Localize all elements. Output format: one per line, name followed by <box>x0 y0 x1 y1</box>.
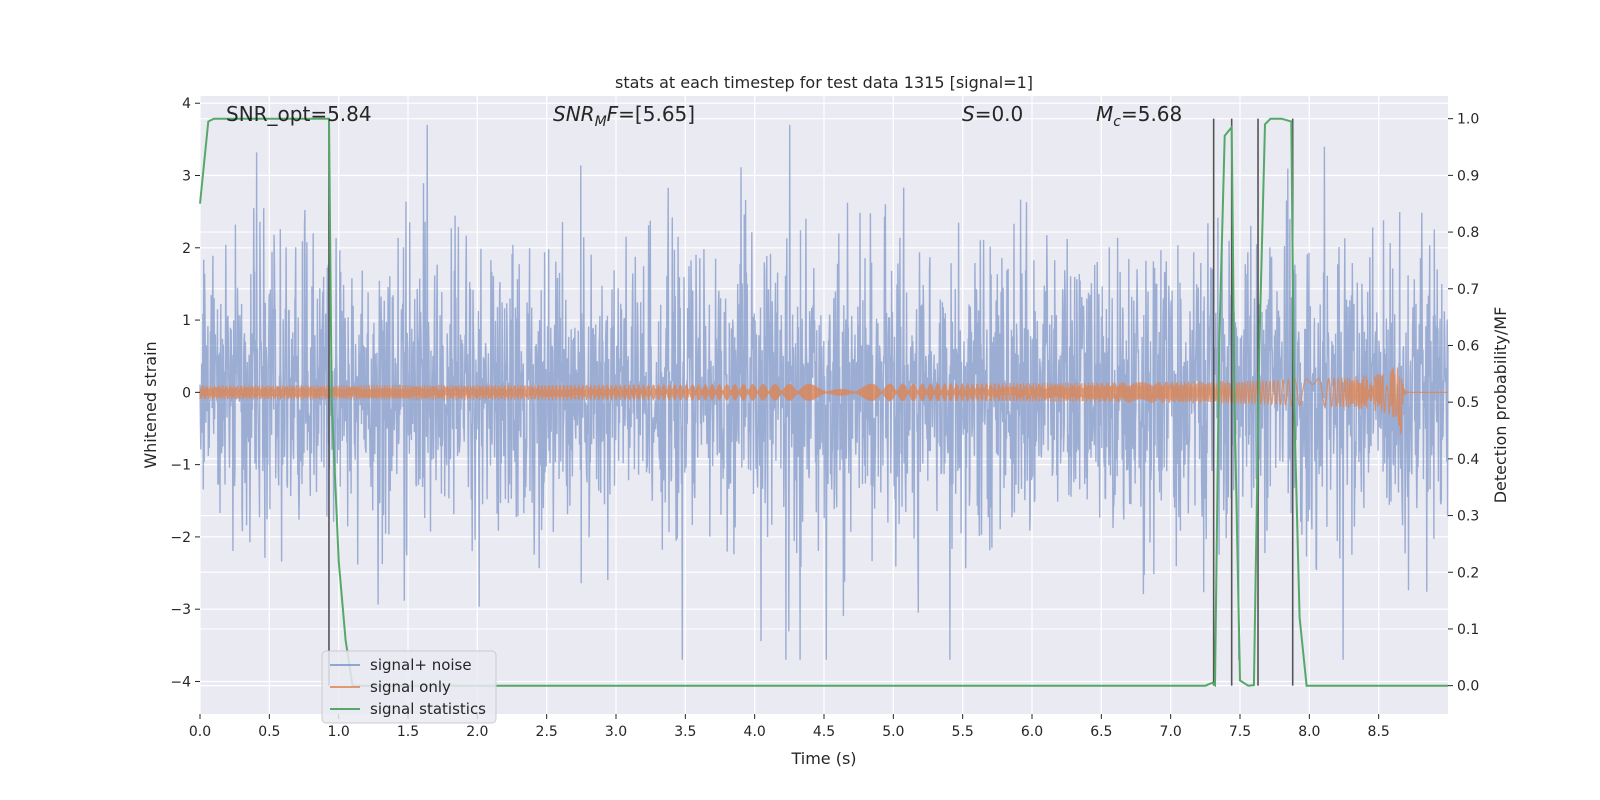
y2-tick-label: 0.8 <box>1457 225 1479 241</box>
noise-trace <box>199 124 1449 660</box>
y2-tick-label: 0.7 <box>1457 282 1479 298</box>
y-tick-label: 1 <box>182 313 191 329</box>
x-axis-title: Time (s) <box>790 749 856 768</box>
x-tick-label: 7.0 <box>1160 724 1182 740</box>
y-tick-label: 3 <box>182 169 191 185</box>
y-tick-label: −1 <box>170 458 191 474</box>
x-tick-label: 5.0 <box>882 724 904 740</box>
y2-tick-label: 0.5 <box>1457 395 1479 411</box>
signal-only-trace <box>199 367 1448 435</box>
y-tick-label: −2 <box>170 530 191 546</box>
y-tick-label: 0 <box>182 385 191 401</box>
x-tick-label: 3.0 <box>605 724 627 740</box>
annotations: SNR_opt=5.84 SNRMF=[5.65] S=0.0 Mc=5.68 <box>226 102 1182 130</box>
legend-label-2: signal statistics <box>370 700 486 718</box>
x-tick-label: 2.5 <box>536 724 558 740</box>
y2-tick-label: 0.3 <box>1457 509 1479 525</box>
y2-tick-label: 0.6 <box>1457 338 1479 354</box>
annotation-snr-opt: SNR_opt=5.84 <box>226 102 372 126</box>
x-tick-label: 1.5 <box>397 724 419 740</box>
annotation-snr-mf: SNRMF=[5.65] <box>553 102 695 130</box>
annotation-s-val: S=0.0 <box>962 102 1023 126</box>
y2-tick-label: 0.1 <box>1457 622 1479 638</box>
x-tick-label: 6.0 <box>1021 724 1043 740</box>
y-tick-label: −4 <box>170 674 191 690</box>
noise-series <box>199 124 1449 660</box>
x-tick-label: 3.5 <box>674 724 696 740</box>
y2-tick-label: 0.4 <box>1457 452 1479 468</box>
y-tick-label: −3 <box>170 602 191 618</box>
x-tick-label: 6.5 <box>1090 724 1112 740</box>
y-tick-label: 4 <box>182 96 191 112</box>
legend: signal+ noise signal only signal statistic… <box>321 650 497 724</box>
x-tick-label: 4.5 <box>813 724 835 740</box>
signal-only-series <box>199 367 1448 435</box>
signal-statistics-series <box>199 117 1448 688</box>
y-tick-label: 2 <box>182 241 191 257</box>
legend-label-0: signal+ noise <box>370 656 472 674</box>
x-tick-label: 7.5 <box>1229 724 1251 740</box>
y2-tick-label: 0.9 <box>1457 168 1479 184</box>
chart-title: stats at each timestep for test data 131… <box>615 73 1033 92</box>
x-tick-label: 0.5 <box>258 724 280 740</box>
x-tick-label: 1.0 <box>328 724 350 740</box>
x-tick-label: 5.5 <box>952 724 974 740</box>
y2-axis-title: Detection probability/MF <box>1491 307 1510 504</box>
legend-box <box>321 650 497 724</box>
x-tick-label: 8.5 <box>1368 724 1390 740</box>
y2-tick-label: 1.0 <box>1457 112 1479 128</box>
x-tick-label: 0.0 <box>189 724 211 740</box>
annotation-mc-val: Mc=5.68 <box>1096 102 1182 130</box>
x-tick-label: 2.0 <box>466 724 488 740</box>
y-axis-title: Whitened strain <box>141 341 160 468</box>
x-tick-label: 8.0 <box>1298 724 1320 740</box>
y2-tick-label: 0.0 <box>1457 679 1479 695</box>
signal-statistics-line <box>199 117 1448 688</box>
axes: 0.0 0.5 1.0 1.5 2.0 2.5 3.0 3.5 4.0 4.5 5.0 5.5 6.0 6… <box>170 96 1479 740</box>
x-tick-label: 4.0 <box>744 724 766 740</box>
legend-label-1: signal only <box>370 678 451 696</box>
y2-tick-label: 0.2 <box>1457 565 1479 581</box>
